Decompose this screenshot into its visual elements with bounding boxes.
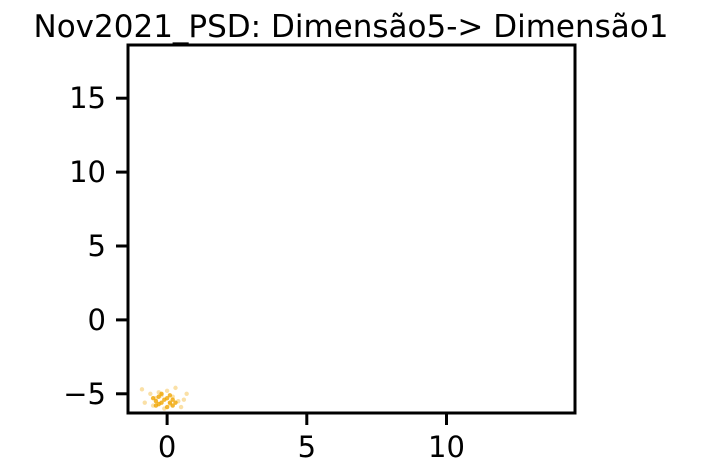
data-point bbox=[164, 388, 170, 394]
data-point bbox=[148, 391, 153, 396]
plot-area-frame bbox=[126, 43, 577, 415]
data-point bbox=[156, 401, 161, 407]
scatter-points bbox=[139, 385, 189, 411]
data-point bbox=[181, 397, 187, 402]
data-point bbox=[139, 387, 145, 392]
data-point bbox=[159, 391, 164, 396]
data-point bbox=[150, 396, 156, 401]
data-point bbox=[170, 397, 175, 402]
data-point bbox=[167, 393, 173, 398]
y-tick-label: 5 bbox=[88, 229, 106, 263]
data-point bbox=[142, 400, 147, 405]
y-tick-label: 15 bbox=[69, 81, 106, 115]
data-point bbox=[170, 403, 175, 408]
x-tick-label: 5 bbox=[298, 430, 316, 464]
y-tick-label: 0 bbox=[88, 303, 106, 337]
data-point bbox=[156, 394, 161, 399]
x-tick-label: 0 bbox=[158, 430, 176, 464]
chart-title: Nov2021_PSD: Dimensão5-> Dimensão1 bbox=[34, 9, 669, 45]
data-point bbox=[164, 404, 170, 410]
data-point bbox=[167, 400, 173, 405]
data-point bbox=[184, 391, 189, 396]
data-point bbox=[178, 404, 184, 410]
x-tick-label: 10 bbox=[428, 430, 465, 464]
y-tick-label: 10 bbox=[69, 155, 106, 189]
data-point bbox=[153, 398, 159, 404]
data-point bbox=[173, 385, 178, 391]
data-point bbox=[164, 396, 170, 401]
y-tick-label: −5 bbox=[63, 377, 106, 411]
y-axis-ticks: −5 0 5 10 15 bbox=[63, 81, 128, 411]
data-point bbox=[173, 400, 178, 405]
x-axis-ticks: 0 5 10 bbox=[158, 413, 465, 464]
